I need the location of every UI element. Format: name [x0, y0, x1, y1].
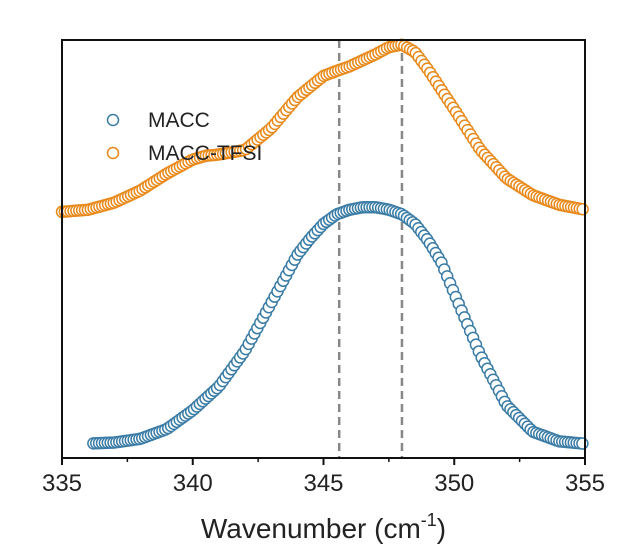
- x-tick-label: 345: [303, 470, 343, 497]
- x-axis: 335 340 345 350 355: [42, 458, 605, 497]
- legend-label: MACC-TFSI: [148, 142, 262, 165]
- x-tick-label: 350: [434, 470, 474, 497]
- data-point: [576, 203, 589, 216]
- series-macc: [87, 200, 589, 450]
- x-tick-label: 335: [42, 470, 82, 497]
- x-axis-title-main: Wavenumber (cm: [201, 513, 421, 544]
- reference-lines: [337, 40, 404, 458]
- x-axis-title-superscript: -1: [421, 510, 437, 530]
- series-layer: [55, 38, 589, 450]
- legend-marker: [106, 113, 120, 127]
- series-macc-tfsi: [55, 38, 589, 219]
- legend-item: MACC: [106, 109, 210, 132]
- legend: MACC MACC-TFSI: [106, 109, 262, 165]
- x-tick-label: 355: [565, 470, 605, 497]
- legend-item: MACC-TFSI: [106, 142, 262, 165]
- x-tick-label: 340: [173, 470, 213, 497]
- legend-label: MACC: [148, 109, 210, 132]
- x-axis-title: Wavenumber (cm-1): [201, 510, 446, 544]
- legend-marker: [106, 146, 120, 160]
- x-axis-title-close: ): [437, 513, 446, 544]
- data-point: [576, 437, 589, 450]
